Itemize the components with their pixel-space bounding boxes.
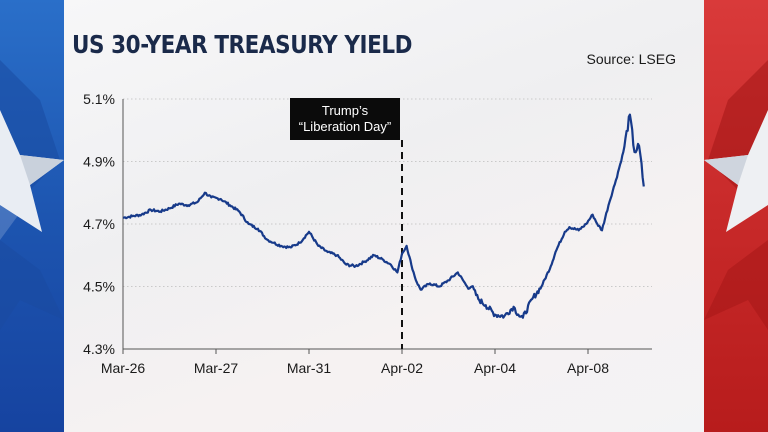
x-tick-label: Mar-26 (101, 360, 146, 376)
x-tick-label: Mar-31 (287, 360, 332, 376)
x-tick-label: Mar-27 (194, 360, 239, 376)
axes (122, 99, 652, 354)
x-tick-label: Apr-04 (474, 360, 516, 376)
y-tick-label: 4.9% (83, 154, 115, 170)
series-layer (122, 113, 645, 319)
y-tick-label: 5.1% (83, 91, 115, 107)
x-tick-labels: Mar-26 Mar-27 Mar-31 Apr-02 Apr-04 Apr-08 (101, 360, 609, 376)
y-tick-labels: 4.3% 4.5% 4.7% 4.9% 5.1% (83, 91, 115, 357)
chart-panel (64, 0, 704, 432)
liberation-day-annotation: Trump’s “Liberation Day” (290, 98, 400, 140)
y-tick-label: 4.3% (83, 341, 115, 357)
right-star-decoration (704, 60, 768, 330)
x-tick-label: Apr-02 (381, 360, 423, 376)
annotation-line-2: “Liberation Day” (298, 119, 392, 134)
chart-title: US 30-YEAR TREASURY YIELD (72, 30, 413, 59)
x-tick-label: Apr-08 (567, 360, 609, 376)
right-decor-band (704, 0, 768, 432)
left-decor-band (0, 0, 64, 432)
annotation-line-1: Trump’s (321, 103, 369, 118)
yield-line (122, 113, 645, 319)
y-tick-label: 4.7% (83, 216, 115, 232)
left-star-decoration (0, 60, 64, 330)
source-label: Source: LSEG (586, 51, 677, 67)
y-tick-label: 4.5% (83, 279, 115, 295)
